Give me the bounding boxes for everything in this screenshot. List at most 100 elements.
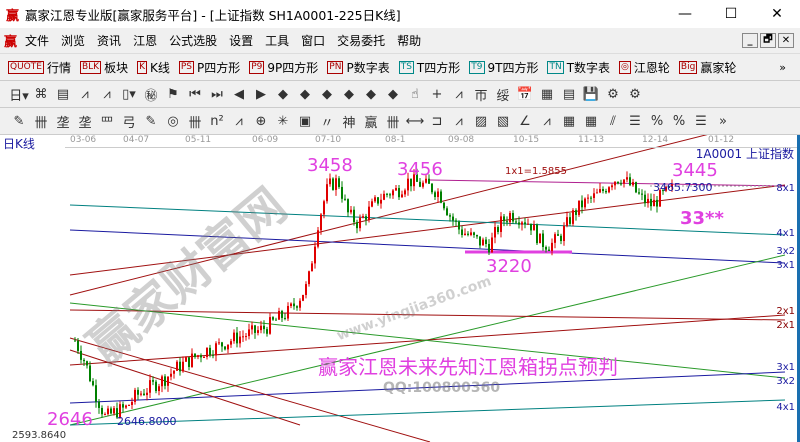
tool-icon[interactable]: ▤ xyxy=(562,86,576,102)
tool-icon[interactable]: ▤ xyxy=(56,86,70,102)
more-icon[interactable]: » xyxy=(779,60,786,74)
tool-icon[interactable]: ✎ xyxy=(13,113,25,129)
tool-icon[interactable]: 💾 xyxy=(582,86,600,102)
tool-icon[interactable]: ⩘ xyxy=(103,86,111,102)
tool-icon[interactable]: ☰ xyxy=(695,113,707,129)
toolbar-button[interactable]: P9 9P四方形 xyxy=(249,59,318,76)
menu-item[interactable]: 设置 xyxy=(229,34,254,48)
candle-body xyxy=(497,227,499,232)
tool-icon[interactable]: ▧ xyxy=(496,113,510,129)
tool-icon[interactable]: ▶ xyxy=(256,86,266,102)
tool-icon[interactable]: ◆ xyxy=(322,86,332,102)
tool-icon[interactable]: 卌 xyxy=(34,115,48,131)
toolbar-button[interactable]: T9 9T四方形 xyxy=(469,59,538,76)
tool-icon[interactable]: ㊙ xyxy=(144,88,158,104)
tool-icon[interactable]: 绥 xyxy=(496,88,510,104)
menu-item[interactable]: 资讯 xyxy=(97,34,122,48)
menu-item[interactable]: 江恩 xyxy=(133,34,158,48)
tool-icon[interactable]: ⊐ xyxy=(431,113,443,129)
tool-icon[interactable]: 神 xyxy=(342,115,356,131)
candle-body xyxy=(536,224,538,244)
tool-icon[interactable]: ◆ xyxy=(300,86,310,102)
menu-item[interactable]: 窗口 xyxy=(301,34,326,48)
tool-icon[interactable]: ◆ xyxy=(366,86,376,102)
candle-body xyxy=(173,370,175,374)
tool-icon[interactable]: n² xyxy=(210,113,224,129)
tool-icon[interactable]: ▦ xyxy=(562,113,576,129)
toolbar-label: P四方形 xyxy=(197,60,241,75)
candle-body xyxy=(305,284,307,295)
mdi-minimize-button[interactable]: _ xyxy=(742,33,758,48)
close-button[interactable]: ✕ xyxy=(771,6,783,22)
toolbar-button[interactable]: K K线 xyxy=(137,59,170,76)
tool-icon[interactable]: ◎ xyxy=(167,113,179,129)
tool-icon[interactable]: ▨ xyxy=(474,113,488,129)
candle-body xyxy=(251,325,253,330)
tool-icon[interactable]: ▦ xyxy=(540,86,554,102)
tool-icon[interactable]: 📅 xyxy=(516,86,534,102)
tool-icon[interactable]: ▣ xyxy=(298,113,312,129)
tool-icon[interactable]: ⊕ xyxy=(255,113,267,129)
menu-item[interactable]: 公式选股 xyxy=(169,34,218,48)
tool-icon[interactable]: ⏮ xyxy=(189,86,201,102)
tool-icon[interactable]: ⩘ xyxy=(81,86,89,102)
tool-icon[interactable]: ⌘ xyxy=(34,86,48,102)
tool-icon[interactable]: ✎ xyxy=(145,113,157,129)
tool-icon[interactable]: 卌 xyxy=(188,115,202,131)
tool-icon[interactable]: ☝ xyxy=(411,86,419,102)
tool-icon[interactable]: ⫽ xyxy=(610,113,616,129)
tool-icon[interactable]: 弓 xyxy=(122,115,136,131)
tool-icon[interactable]: ⩘ xyxy=(235,113,243,129)
mdi-close-button[interactable]: ✕ xyxy=(778,33,794,48)
tool-icon[interactable]: % xyxy=(650,113,664,129)
menu-item[interactable]: 文件 xyxy=(25,34,50,48)
right-scrollbar[interactable] xyxy=(797,135,800,442)
tool-icon[interactable]: ☰ xyxy=(629,113,641,129)
tool-icon[interactable]: ▯▾ xyxy=(122,86,136,102)
candle-body xyxy=(437,191,439,197)
tool-icon[interactable]: 卌 xyxy=(386,115,400,131)
tool-icon[interactable]: 罒 xyxy=(100,115,114,131)
tool-icon[interactable]: 赢 xyxy=(364,115,378,131)
minimize-button[interactable]: — xyxy=(678,6,692,22)
kline-chart[interactable]: 03-06 04-07 05-11 06-09 07-10 08-1 09-08 10-15 1… xyxy=(0,135,800,442)
toolbar-button[interactable]: PS P四方形 xyxy=(178,59,241,76)
candle-body xyxy=(551,242,553,251)
menu-item[interactable]: 交易委托 xyxy=(337,34,386,48)
toolbar-button[interactable]: Big 赢家轮 xyxy=(678,59,736,76)
tool-icon[interactable]: ⩘ xyxy=(455,86,463,102)
tool-icon[interactable]: ◀ xyxy=(234,86,244,102)
menu-item[interactable]: 浏览 xyxy=(61,34,86,48)
tool-icon[interactable]: 〃 xyxy=(320,115,334,131)
tool-icon[interactable]: ⟷ xyxy=(405,113,425,129)
maximize-button[interactable]: ☐ xyxy=(724,6,738,22)
tool-icon[interactable]: ⩘ xyxy=(543,113,551,129)
tool-icon[interactable]: % xyxy=(672,113,686,129)
tool-icon[interactable]: ✳ xyxy=(277,113,289,129)
tool-icon[interactable]: 垄 xyxy=(78,115,92,131)
tool-icon[interactable]: » xyxy=(719,113,727,129)
toolbar-button[interactable]: TS T四方形 xyxy=(398,59,460,76)
tool-icon[interactable]: ⩘ xyxy=(455,113,463,129)
tool-icon[interactable]: ⏭ xyxy=(211,86,223,102)
toolbar-button[interactable]: BLK 板块 xyxy=(79,59,128,76)
tool-icon[interactable]: 垄 xyxy=(56,115,70,131)
menu-item[interactable]: 工具 xyxy=(265,34,290,48)
toolbar-button[interactable]: TN T数字表 xyxy=(547,59,610,76)
menu-item[interactable]: 帮助 xyxy=(397,34,422,48)
tool-icon[interactable]: ◆ xyxy=(388,86,398,102)
toolbar-button[interactable]: ◎ 江恩轮 xyxy=(619,59,670,76)
mdi-restore-button[interactable]: 🗗 xyxy=(760,33,776,48)
tool-icon[interactable]: ▦ xyxy=(584,113,598,129)
tool-icon[interactable]: 日▾ xyxy=(9,88,29,104)
tool-icon[interactable]: + xyxy=(431,86,443,102)
toolbar-button[interactable]: QUOTE 行情 xyxy=(8,59,71,76)
toolbar-button[interactable]: PN P数字表 xyxy=(327,59,390,76)
tool-icon[interactable]: ◆ xyxy=(344,86,354,102)
tool-icon[interactable]: ∠ xyxy=(519,113,531,129)
tool-icon[interactable]: ◆ xyxy=(278,86,288,102)
tool-icon[interactable]: ⚑ xyxy=(167,86,179,102)
tool-icon[interactable]: 帀 xyxy=(474,88,488,104)
tool-icon[interactable]: ⚙ xyxy=(607,86,619,102)
tool-icon[interactable]: ⚙ xyxy=(629,86,641,102)
